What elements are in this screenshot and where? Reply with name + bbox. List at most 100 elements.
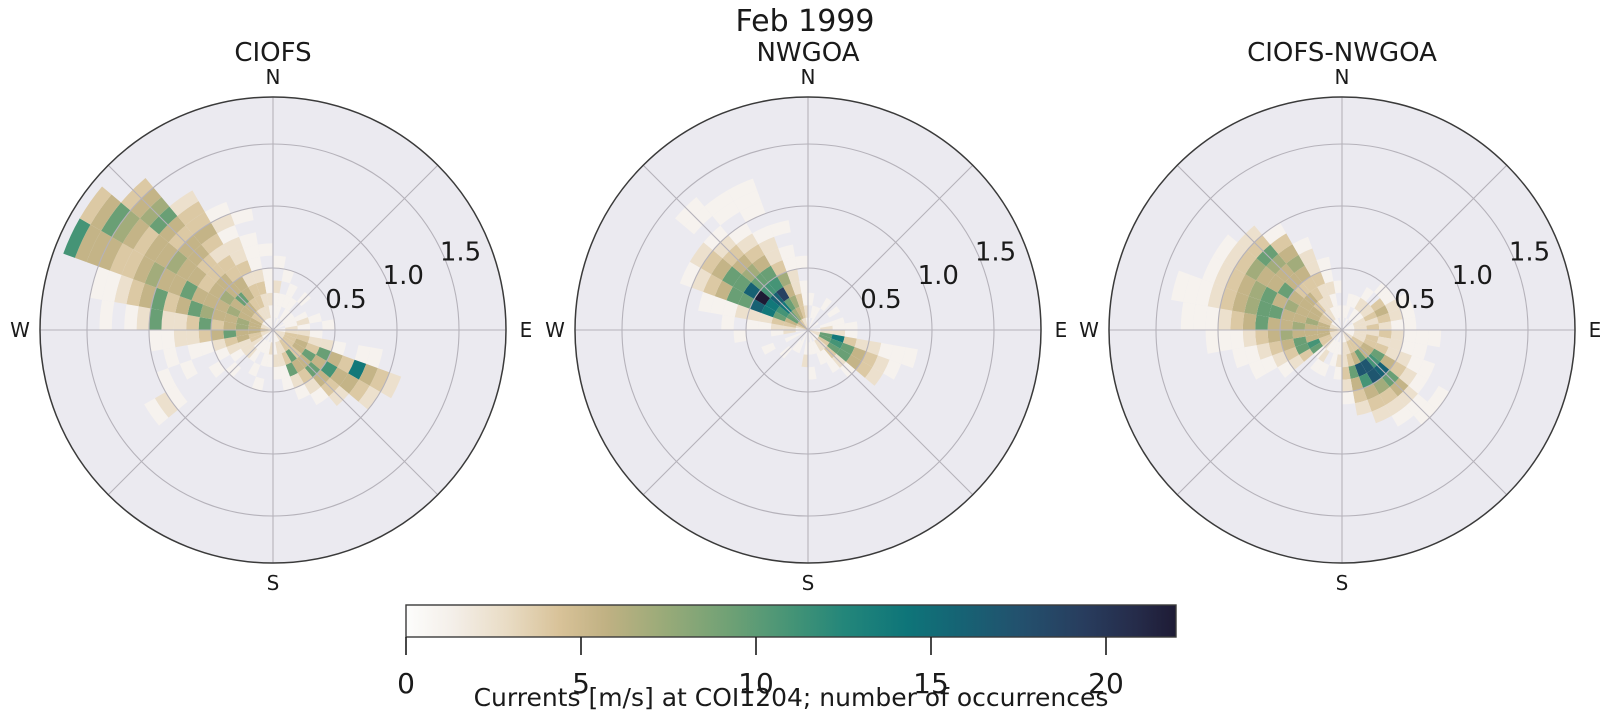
histogram-cell (1183, 274, 1203, 305)
histogram-cell (225, 265, 242, 283)
histogram-cell (179, 359, 198, 380)
histogram-cell (273, 354, 280, 368)
histogram-cell (1283, 346, 1300, 361)
histogram-cell (861, 351, 878, 368)
histogram-cell (169, 190, 199, 217)
histogram-cell (124, 304, 139, 330)
histogram-cell (832, 323, 846, 330)
histogram-cell (240, 306, 254, 318)
histogram-cell (197, 274, 217, 293)
histogram-cell (1329, 293, 1338, 307)
histogram-cell (1352, 388, 1368, 404)
histogram-cell (101, 202, 131, 237)
histogram-cell (203, 292, 220, 309)
histogram-cell (784, 334, 798, 343)
histogram-cell (1317, 325, 1330, 330)
histogram-cell (1376, 336, 1391, 347)
histogram-cell (791, 281, 802, 296)
histogram-cell (866, 340, 882, 356)
histogram-cell (808, 330, 821, 335)
radial-tick-label: 0.5 (325, 285, 366, 315)
histogram-cell (816, 351, 827, 365)
histogram-cell (136, 306, 151, 330)
histogram-cell (844, 330, 858, 339)
histogram-cell (764, 248, 783, 266)
colorbar-tick-label: 5 (572, 667, 590, 700)
histogram-cell (1309, 342, 1323, 354)
histogram-cell (248, 283, 261, 298)
histogram-cell (133, 255, 155, 284)
histogram-cell (1329, 340, 1338, 354)
histogram-cell (1406, 355, 1424, 374)
histogram-cell (855, 361, 873, 378)
histogram-cell (1266, 274, 1286, 293)
grid-spoke (107, 164, 439, 496)
histogram-cell (214, 299, 231, 314)
histogram-cell (1283, 299, 1300, 314)
histogram-cell (309, 330, 323, 339)
histogram-cell (179, 280, 198, 301)
histogram-cell (733, 330, 747, 343)
histogram-cell (114, 274, 134, 305)
histogram-cell (1292, 330, 1306, 339)
histogram-cell (1272, 351, 1289, 368)
colorbar-tick-label: 15 (913, 667, 949, 700)
histogram-cell (224, 313, 239, 324)
compass-label-w: W (1079, 318, 1099, 342)
histogram-cell (273, 330, 286, 335)
histogram-cell (1342, 323, 1354, 330)
histogram-cell (311, 354, 327, 370)
histogram-cell (1292, 236, 1313, 255)
histogram-cell (726, 286, 744, 305)
histogram-cell (358, 385, 381, 410)
histogram-cell (133, 226, 160, 256)
histogram-cell (831, 334, 845, 343)
histogram-cell (243, 244, 261, 261)
histogram-cell (801, 354, 808, 368)
histogram-cell (1317, 332, 1331, 339)
histogram-cell (1217, 308, 1233, 330)
histogram-cell (261, 330, 273, 337)
histogram-cell (819, 321, 833, 328)
histogram-cell (249, 334, 263, 343)
histogram-cell (1363, 383, 1380, 400)
compass-label-s: S (267, 571, 280, 595)
histogram-cell (90, 194, 122, 231)
histogram-cell (1320, 336, 1333, 346)
histogram-cell (198, 317, 212, 330)
histogram-cell (209, 244, 230, 264)
histogram-cell (1299, 348, 1314, 362)
histogram-cell (1225, 268, 1246, 292)
histogram-cell (296, 317, 310, 326)
histogram-cell (746, 319, 760, 330)
colorbar: 0 5 10 15 20 (397, 604, 1177, 700)
histogram-cell (1378, 321, 1392, 330)
histogram-cell (1390, 319, 1404, 330)
histogram-cell (281, 268, 295, 284)
histogram-cell (144, 398, 169, 426)
histogram-cell (831, 317, 845, 326)
histogram-cell (260, 340, 269, 354)
histogram-cell (163, 347, 180, 369)
histogram-cell (1342, 305, 1347, 318)
histogram-cell (109, 243, 134, 275)
histogram-cell (144, 234, 169, 262)
histogram-cell (217, 254, 236, 274)
histogram-cell (1354, 297, 1366, 311)
histogram-cell (260, 306, 269, 320)
histogram-cell (242, 271, 257, 288)
histogram-cell (820, 325, 833, 330)
histogram-cell (150, 287, 169, 311)
histogram-cell (1374, 342, 1389, 355)
histogram-cell (1342, 330, 1355, 335)
histogram-cell (803, 342, 808, 355)
radial-tick-label: 1.0 (1452, 261, 1493, 291)
histogram-cell (1302, 276, 1318, 292)
histogram-cell (256, 281, 267, 296)
histogram-cell (248, 330, 261, 335)
histogram-cell (1400, 340, 1416, 356)
histogram-cell (126, 279, 145, 307)
histogram-cell (746, 308, 762, 322)
histogram-cell (211, 338, 227, 352)
